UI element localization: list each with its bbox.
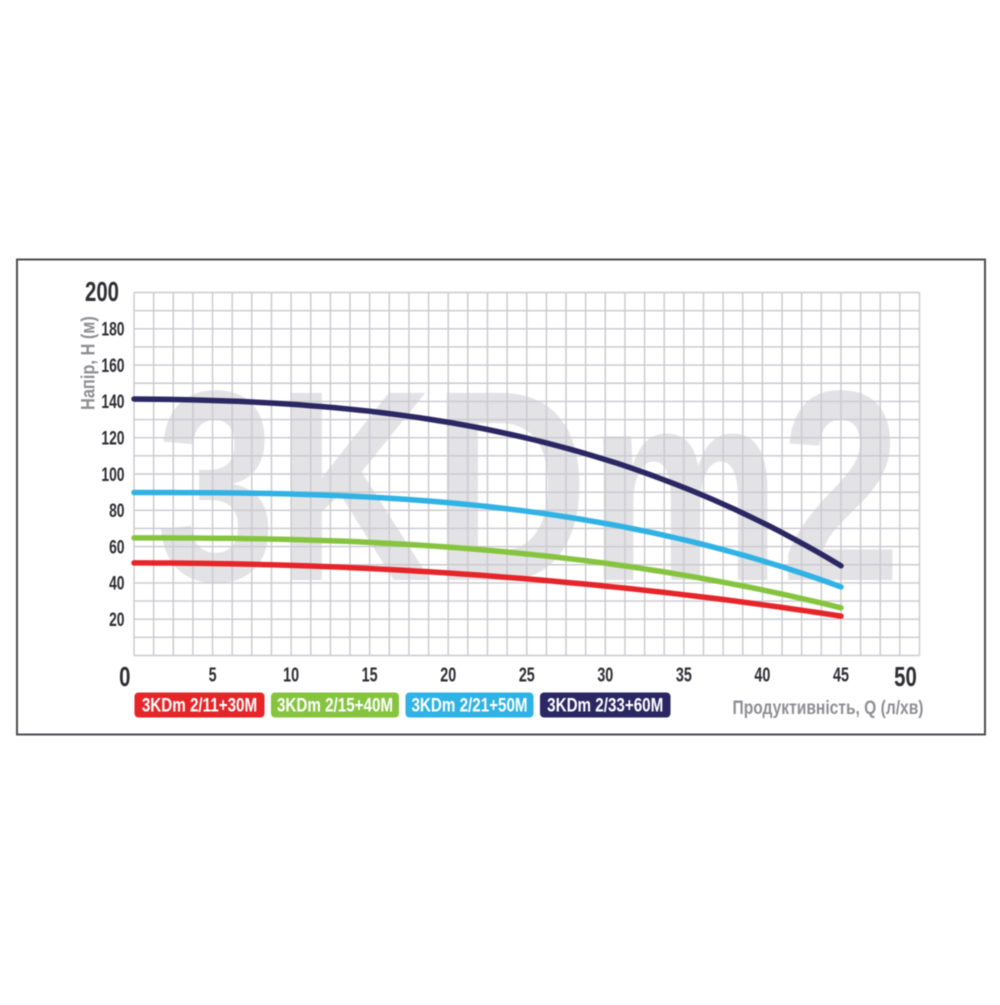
svg-text:10: 10 [283, 663, 299, 686]
svg-text:160: 160 [101, 355, 124, 377]
svg-text:15: 15 [362, 663, 378, 686]
svg-text:Напір, Н (м): Напір, Н (м) [77, 316, 99, 410]
svg-text:5: 5 [209, 663, 217, 686]
svg-text:180: 180 [101, 318, 124, 340]
svg-text:60: 60 [109, 536, 124, 558]
svg-text:100: 100 [101, 464, 124, 486]
svg-text:0: 0 [119, 662, 130, 693]
svg-text:35: 35 [676, 663, 692, 686]
svg-text:120: 120 [101, 427, 124, 449]
svg-text:80: 80 [109, 500, 124, 522]
svg-text:30: 30 [597, 663, 613, 686]
svg-text:3KDm2: 3KDm2 [156, 335, 901, 638]
svg-text:25: 25 [519, 663, 535, 686]
svg-text:3KDm 2/33+60M: 3KDm 2/33+60M [547, 694, 663, 716]
svg-text:200: 200 [85, 277, 119, 308]
svg-text:3KDm 2/15+40M: 3KDm 2/15+40M [277, 694, 393, 716]
svg-text:3KDm 2/11+30M: 3KDm 2/11+30M [142, 694, 257, 716]
svg-text:20: 20 [109, 609, 124, 631]
svg-text:40: 40 [109, 573, 124, 595]
svg-text:3KDm 2/21+50M: 3KDm 2/21+50M [411, 694, 527, 716]
svg-text:20: 20 [440, 663, 456, 686]
svg-text:40: 40 [754, 663, 770, 686]
svg-text:Продуктивність, Q (л/хв): Продуктивність, Q (л/хв) [733, 696, 924, 718]
svg-text:45: 45 [833, 663, 849, 686]
svg-text:50: 50 [894, 662, 917, 693]
svg-text:140: 140 [101, 391, 124, 413]
